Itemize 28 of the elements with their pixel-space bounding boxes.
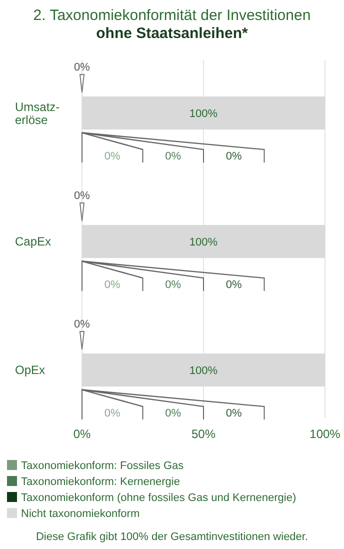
x-tick-label: 0% bbox=[73, 427, 91, 441]
annotation: 0% bbox=[226, 279, 242, 291]
annotation: 0% bbox=[226, 150, 242, 162]
annotation: 0% bbox=[104, 408, 121, 420]
x-tick-label: 100% bbox=[310, 427, 341, 441]
annotation: 0% bbox=[74, 318, 90, 330]
annotation: 0% bbox=[74, 190, 90, 202]
text: Diese Grafik gibt 100% der Gesamtinvestitionen wieder. bbox=[36, 531, 308, 543]
x-tick-label: 50% bbox=[191, 427, 216, 441]
legend-label: Nicht taxonomiekonform bbox=[21, 508, 140, 520]
y-tick-label: CapEx bbox=[15, 234, 52, 248]
chart-subtitle: ohne Staatsanleihen* bbox=[96, 25, 248, 42]
legend-label: Taxonomiekonform: Fossiles Gas bbox=[21, 460, 184, 472]
annotation: 0% bbox=[104, 150, 121, 162]
annotation: 0% bbox=[74, 62, 90, 74]
data-label: 100% bbox=[189, 108, 218, 120]
data-label: 100% bbox=[189, 236, 218, 248]
legend-label: Taxonomiekonform: Kernenergie bbox=[21, 476, 180, 488]
y-tick-label: OpEx bbox=[15, 363, 46, 377]
legend-label: Taxonomiekonform (ohne fossiles Gas und Kernenergie) bbox=[21, 492, 296, 504]
annotation: 0% bbox=[165, 279, 182, 291]
annotation: 0% bbox=[165, 150, 182, 162]
data-label: 100% bbox=[189, 365, 218, 377]
annotation: 0% bbox=[104, 279, 121, 291]
y-tick-label: Umsatz-erlöse bbox=[15, 100, 60, 127]
annotation: 0% bbox=[165, 408, 182, 420]
chart-title: 2. Taxonomiekonformität der Investitionen bbox=[33, 7, 311, 24]
annotation: 0% bbox=[226, 408, 242, 420]
